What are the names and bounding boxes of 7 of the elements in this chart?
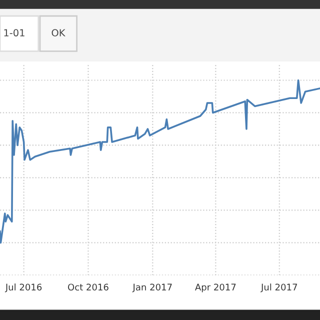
x-tick-label: Jul 2017 [260, 284, 297, 292]
x-tick-label: Oct 2016 [68, 284, 108, 291]
x-tick-label: Apr 2017 [195, 284, 236, 292]
x-tick-label: Jan 2017 [132, 284, 172, 292]
x-tick-label: Jul 2016 [4, 284, 42, 292]
text: 1-01 [4, 29, 24, 36]
text: OK [52, 29, 66, 36]
